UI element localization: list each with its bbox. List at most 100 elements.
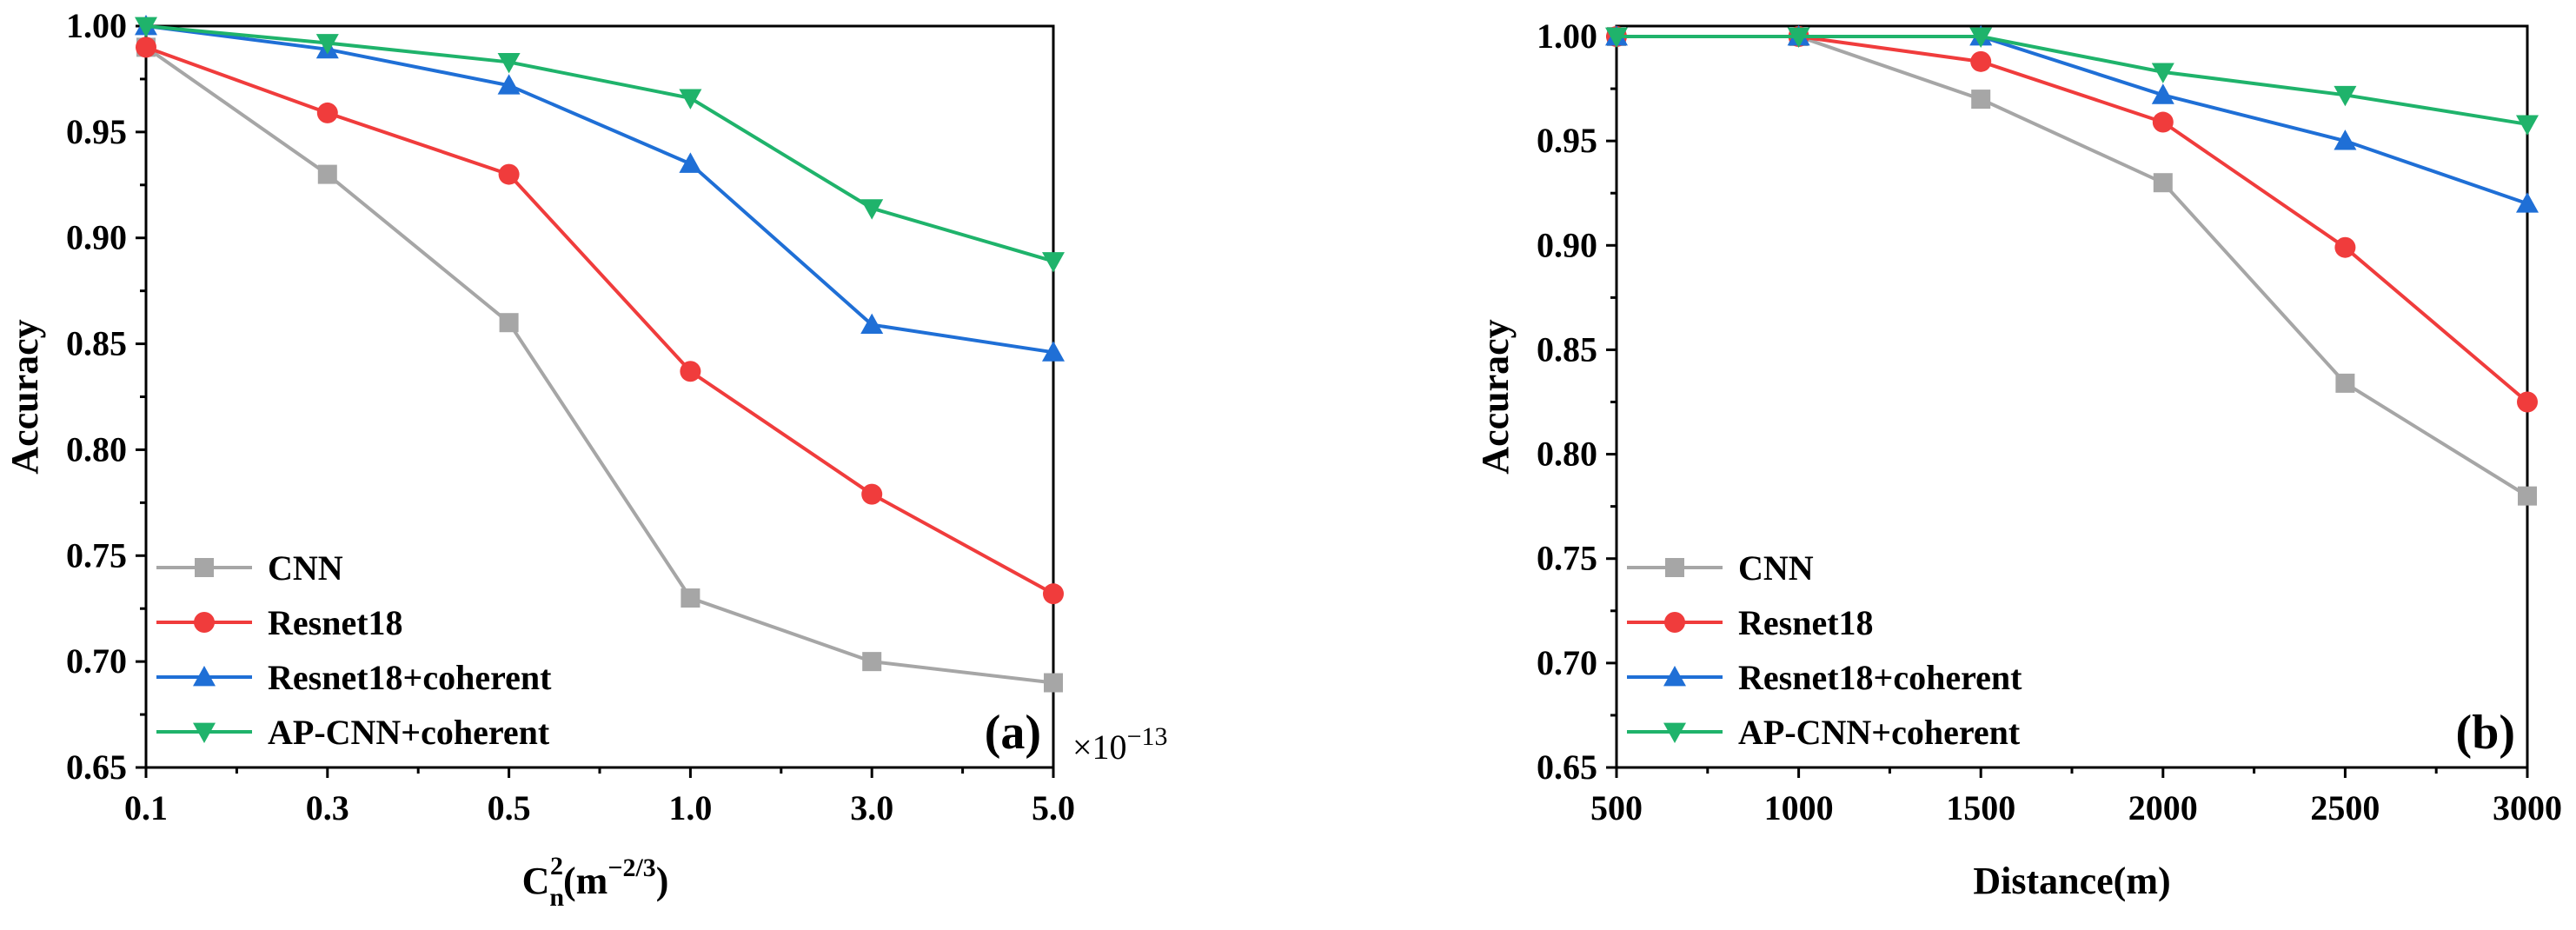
data-point-resnet18: [2334, 236, 2356, 258]
legend-item-cnn: CNN: [1627, 548, 1814, 588]
series-line-resnet18: [145, 45, 1054, 595]
data-point-resnet18: [2152, 111, 2174, 133]
data-point-ap-cnn-coherent: [2151, 63, 2174, 83]
series-ap-cnn-coherent-a: [135, 17, 1065, 273]
legend-label: Resnet18+coherent: [1738, 658, 2022, 697]
data-point-cnn: [1044, 673, 1063, 693]
y-tick-label-a: 0.85: [66, 324, 127, 363]
x-axis-title-part: 2: [550, 852, 563, 880]
x-tick-label-b: 1500: [1946, 788, 2015, 827]
series-line-cnn: [1617, 35, 2529, 498]
y-tick-label-b: 0.65: [1537, 747, 1597, 787]
legend-swatch-marker: [193, 722, 216, 743]
data-point-ap-cnn-coherent: [135, 17, 157, 37]
x-axis-title-part: −2/3: [607, 854, 655, 882]
data-point-resnet18: [1970, 50, 1992, 72]
panel-label-a: (a): [985, 706, 1041, 760]
legend-a: CNN Resnet18 Resnet18+coherent AP-CNN+coher…: [156, 548, 552, 752]
legend-item-cnn: CNN: [156, 548, 343, 588]
legend-swatch-marker: [1663, 666, 1686, 687]
legend-label: AP-CNN+coherent: [268, 713, 550, 752]
x-tick-label-b: 2000: [2128, 788, 2198, 827]
y-axis-title-a: Accuracy: [3, 319, 46, 474]
data-point-resnet18: [2517, 391, 2538, 413]
chart-panel-a: 0.65 0.70 0.75 0.80 0.85 0.90 0.95 1.00 0.1 0.3 0.…: [3, 6, 1167, 912]
panel-label-b: (b): [2456, 706, 2515, 760]
y-tick-label-b: 0.90: [1537, 225, 1597, 264]
data-point-ap-cnn-coherent: [2516, 115, 2539, 136]
data-point-ap-cnn-coherent: [1787, 27, 1810, 49]
x-scale-base: ×10: [1072, 727, 1127, 767]
x-tick-label-a: 3.0: [850, 788, 893, 827]
data-point-resnet18-coherent: [2334, 130, 2357, 150]
legend-swatch-marker: [1663, 722, 1686, 743]
data-point-ap-cnn-coherent: [497, 53, 521, 74]
data-point-ap-cnn-coherent: [1605, 27, 1628, 49]
y-tick-label-b: 0.85: [1537, 329, 1597, 369]
x-tick-label-a: 1.0: [668, 788, 712, 827]
y-tick-label-a: 0.95: [66, 112, 127, 151]
data-point-resnet18-coherent: [1042, 341, 1065, 362]
series-line-resnet18-coherent: [1617, 35, 2528, 206]
y-tick-label-b: 0.70: [1537, 643, 1597, 682]
plot-frame-b: [1615, 24, 2529, 769]
data-point-cnn: [499, 313, 519, 333]
series-resnet18-coherent-a: [135, 15, 1065, 362]
chart-panel-b: 0.65 0.70 0.75 0.80 0.85 0.90 0.95 1.00 500 1000 1…: [1474, 17, 2562, 902]
legend-swatch-marker: [194, 612, 215, 633]
series-resnet18-a: [136, 37, 1064, 605]
y-tick-label-a: 0.75: [66, 535, 127, 575]
legend-item-resnet18: Resnet18: [1627, 603, 1874, 642]
series-line-ap-cnn-coherent: [145, 24, 1054, 263]
data-point-cnn: [2518, 486, 2537, 506]
data-point-resnet18: [136, 37, 156, 58]
x-tick-label-b: 500: [1590, 788, 1643, 827]
x-axis-title-part: ): [656, 860, 669, 902]
x-tick-label-b: 1000: [1764, 788, 1834, 827]
x-tick-label-b: 2500: [2310, 788, 2380, 827]
data-point-cnn: [2335, 373, 2355, 393]
x-tick-label-a: 5.0: [1032, 788, 1075, 827]
y-tick-label-b: 0.75: [1537, 539, 1597, 578]
data-point-ap-cnn-coherent: [2334, 85, 2357, 107]
data-point-resnet18-coherent: [2151, 83, 2174, 104]
series-line-resnet18: [1617, 35, 2529, 404]
legend-item-resnet18: Resnet18: [156, 603, 403, 642]
legend-label: Resnet18: [1738, 603, 1874, 642]
y-tick-label-a: 0.80: [66, 429, 127, 468]
data-point-ap-cnn-coherent: [860, 199, 884, 220]
plot-frame-a: [144, 24, 1055, 769]
x-axis-title-b: Distance(m): [1973, 860, 2170, 902]
data-point-resnet18: [861, 483, 883, 505]
series-resnet18-b: [1606, 26, 2538, 413]
x-scale-note-a: ×10−13: [1072, 722, 1167, 767]
legend-item-resnet18-coherent: Resnet18+coherent: [156, 658, 552, 697]
x-axis-title-part: n: [549, 883, 564, 912]
data-point-resnet18: [680, 361, 701, 382]
x-axis-title-part: C: [522, 860, 550, 902]
x-tick-label-a: 0.3: [306, 788, 349, 827]
data-point-resnet18: [1043, 583, 1064, 605]
x-tick-label-a: 0.5: [488, 788, 531, 827]
y-tick-label-b: 0.80: [1537, 435, 1597, 474]
data-point-cnn: [1971, 90, 1991, 110]
data-point-resnet18-coherent: [679, 152, 702, 173]
series-cnn-b: [1607, 27, 2537, 506]
y-tick-label-a: 1.00: [66, 6, 127, 45]
x-axis-title-part: (m: [563, 860, 607, 902]
x-axis-title-a: Cn 2(m−2/3): [522, 852, 669, 912]
data-point-resnet18-coherent: [497, 74, 521, 95]
legend-b: CNN Resnet18 Resnet18+coherent AP-CNN+coher…: [1627, 548, 2022, 752]
data-point-ap-cnn-coherent: [1042, 252, 1065, 273]
legend-item-ap-cnn-coherent: AP-CNN+coherent: [1627, 713, 2021, 752]
x-tick-label-a: 0.1: [124, 788, 168, 827]
y-tick-label-b: 0.95: [1537, 121, 1597, 160]
legend-item-resnet18-coherent: Resnet18+coherent: [1627, 658, 2022, 697]
legend-swatch-marker: [1665, 558, 1684, 577]
y-tick-label-a: 0.70: [66, 641, 127, 681]
data-point-ap-cnn-coherent: [315, 34, 339, 55]
y-tick-label-a: 0.65: [66, 747, 127, 787]
y-tick-label-a: 0.90: [66, 218, 127, 257]
legend-swatch-marker: [1664, 612, 1685, 633]
